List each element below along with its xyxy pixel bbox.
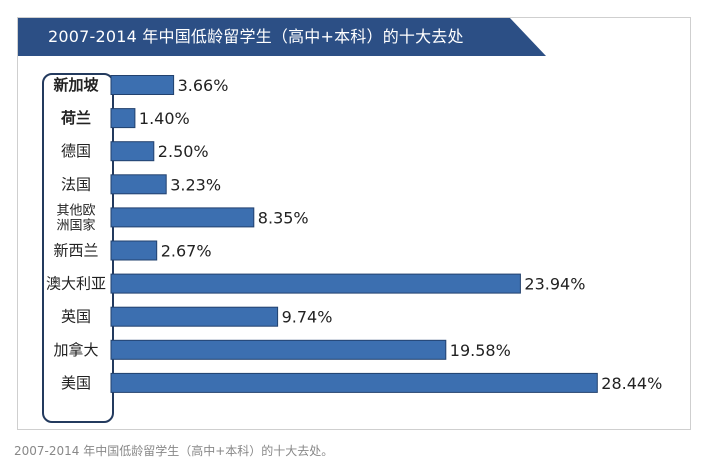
category-box (42, 73, 114, 423)
bar-0 (110, 75, 175, 95)
value-label-2: 2.50% (158, 142, 209, 161)
bar-4 (110, 207, 255, 228)
chart-title: 2007-2014 年中国低龄留学生（高中+本科）的十大去处 (48, 27, 464, 46)
bar-2 (110, 141, 155, 162)
title-band (18, 18, 546, 56)
category-label-7: 英国 (61, 308, 91, 326)
category-label-0: 新加坡 (53, 76, 98, 94)
value-label-3: 3.23% (170, 175, 221, 194)
category-label-6: 澳大利亚 (46, 275, 106, 293)
value-label-6: 23.94% (524, 275, 585, 294)
bar-1 (110, 108, 136, 129)
bar-7 (110, 306, 279, 327)
figure-caption: 2007-2014 年中国低龄留学生（高中+本科）的十大去处。 (14, 444, 334, 458)
category-label-4: 其他欧洲国家 (56, 203, 95, 233)
category-label-1: 荷兰 (61, 109, 91, 127)
chart-frame: 2007-2014 年中国低龄留学生（高中+本科）的十大去处 3.66% 新加坡 1… (17, 17, 691, 430)
category-label-2: 德国 (61, 142, 91, 160)
category-label-9: 美国 (61, 374, 91, 392)
value-label-7: 9.74% (282, 308, 333, 327)
value-label-8: 19.58% (450, 341, 511, 360)
bar-3 (110, 174, 167, 195)
bar-8 (110, 339, 447, 360)
value-label-5: 2.67% (161, 242, 212, 261)
category-label-5: 新西兰 (53, 242, 98, 260)
bar-5 (110, 240, 158, 261)
bar-6 (110, 273, 521, 294)
value-label-1: 1.40% (139, 109, 190, 128)
value-label-4: 8.35% (258, 208, 309, 227)
bar-plot: 3.66% 新加坡 1.40% 荷兰 2.50% 德国 3.23% 法国 8.35% 其他欧洲国家… (46, 75, 662, 393)
value-label-0: 3.66% (178, 76, 229, 95)
bar-9 (110, 372, 598, 393)
value-label-9: 28.44% (601, 374, 662, 393)
category-label-8: 加拿大 (53, 341, 98, 359)
category-label-3: 法国 (61, 175, 91, 193)
